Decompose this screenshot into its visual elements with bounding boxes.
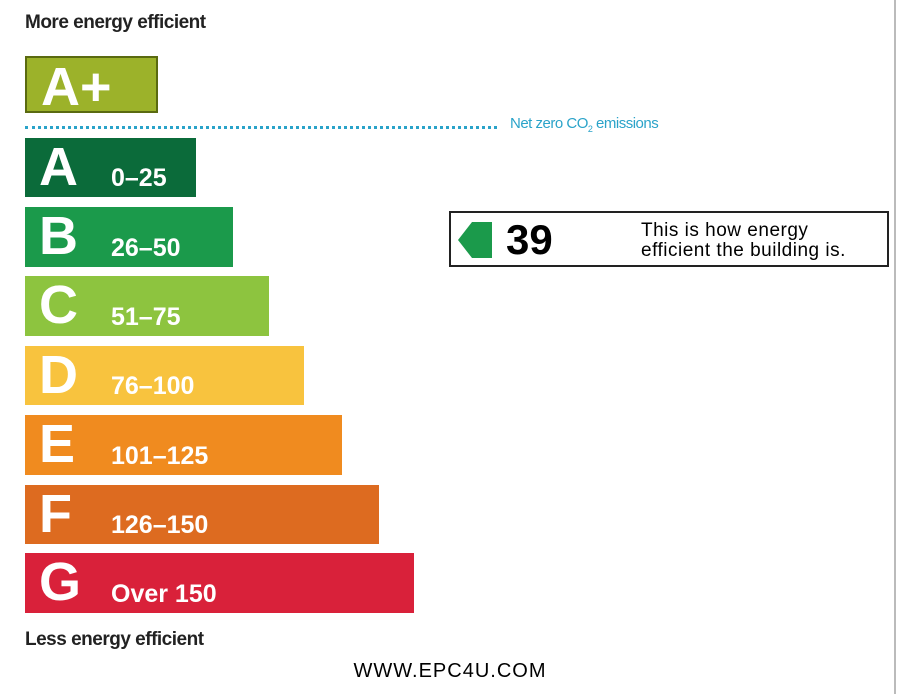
band-range: 26–50 — [111, 234, 181, 262]
band: B 26–50 — [25, 206, 233, 267]
band-range: 126–150 — [111, 511, 209, 539]
band-range: 101–125 — [111, 442, 209, 470]
rating-arrow — [458, 222, 492, 258]
rating-line: This is how energy — [641, 220, 809, 241]
rating-line: efficient the building is. — [641, 240, 846, 261]
band-letter: G — [39, 552, 82, 612]
band: F 126–150 — [25, 484, 379, 544]
band-letter: E — [39, 414, 76, 474]
footer: WWW.EPC4U.COM — [353, 660, 547, 682]
rating-value: 39 — [506, 216, 553, 263]
band: G Over 150 — [25, 552, 414, 613]
band-range: 76–100 — [111, 372, 195, 400]
band-range: 0–25 — [111, 164, 167, 192]
arrow-shape — [458, 222, 492, 258]
net-zero-label: Net zero CO2 emissions — [510, 115, 659, 134]
band: A 0–25 — [25, 137, 196, 197]
bottom-label: Less energy efficient — [25, 629, 204, 650]
band-letter: B — [39, 206, 78, 266]
edge — [894, 0, 896, 694]
top-label: More energy efficient — [25, 12, 206, 33]
net-zero-text: Net zero CO — [510, 115, 588, 132]
band-range: Over 150 — [111, 580, 217, 608]
band-letter: D — [39, 345, 78, 405]
band-letter: A — [39, 137, 78, 197]
rating-text: This is how energy efficient the buildin… — [641, 221, 846, 261]
band: C 51–75 — [25, 275, 269, 336]
rating-box: 39 This is how energy efficient the buil… — [449, 211, 889, 267]
net-zero-sub: 2 — [587, 124, 593, 134]
band: A+ — [25, 56, 158, 117]
net-zero-suffix: emissions — [592, 115, 659, 132]
band-range: 51–75 — [111, 303, 181, 331]
band-letter: F — [39, 484, 72, 544]
band-letter: A+ — [41, 57, 112, 117]
band: E 101–125 — [25, 414, 342, 475]
net-zero-line — [25, 126, 497, 129]
band: D 76–100 — [25, 345, 304, 405]
band-letter: C — [39, 275, 78, 335]
